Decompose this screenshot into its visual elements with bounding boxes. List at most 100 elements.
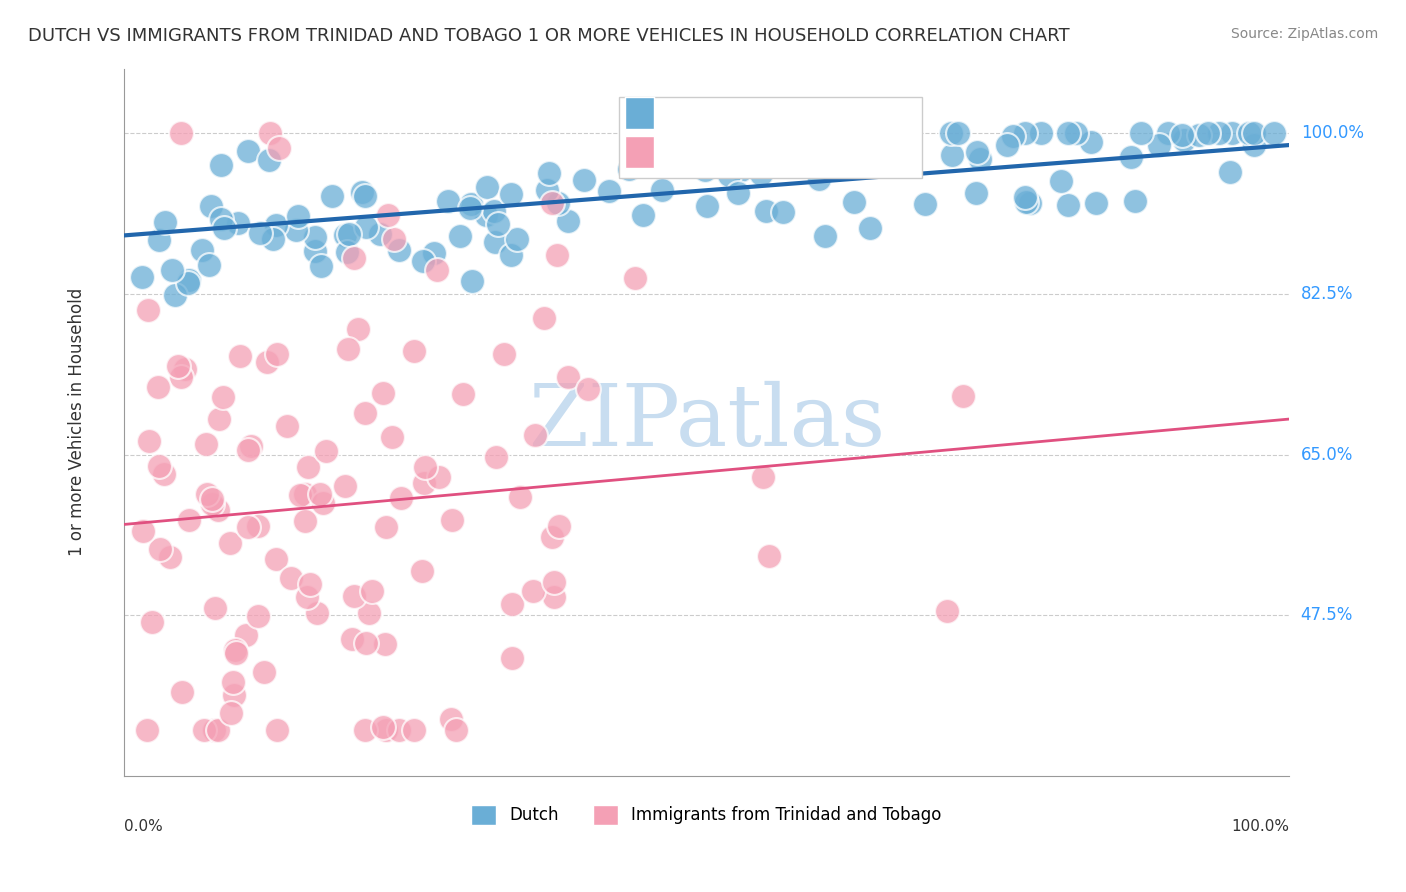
Text: 100.0%: 100.0% <box>1301 124 1364 142</box>
Point <box>460 196 482 211</box>
Point <box>312 496 335 510</box>
Point <box>262 232 284 246</box>
Point <box>1129 126 1152 140</box>
Text: Source: ZipAtlas.com: Source: ZipAtlas.com <box>1230 27 1378 41</box>
Point <box>346 321 368 335</box>
Point <box>1031 126 1053 140</box>
Point <box>321 188 343 202</box>
Point <box>172 685 194 699</box>
Point <box>751 167 773 181</box>
Point <box>1219 165 1241 179</box>
Point <box>1049 174 1071 188</box>
Point <box>153 215 176 229</box>
Point <box>1220 126 1243 140</box>
Point <box>755 204 778 219</box>
Point <box>858 221 880 235</box>
Point <box>1147 137 1170 152</box>
Point <box>194 437 217 451</box>
Point <box>426 263 449 277</box>
Point <box>165 288 187 302</box>
Point <box>219 536 242 550</box>
Point <box>533 310 555 325</box>
Point <box>724 126 747 140</box>
Point <box>235 628 257 642</box>
Point <box>211 390 233 404</box>
Point <box>249 226 271 240</box>
Point <box>1171 128 1194 142</box>
Point <box>965 186 987 200</box>
Point <box>131 270 153 285</box>
Point <box>1018 195 1040 210</box>
Point <box>1015 194 1038 209</box>
Point <box>952 389 974 403</box>
Point <box>285 222 308 236</box>
Point <box>311 260 333 274</box>
Point <box>246 609 269 624</box>
Point <box>969 152 991 166</box>
Point <box>177 273 200 287</box>
Point <box>288 488 311 502</box>
Point <box>711 148 734 162</box>
Text: 65.0%: 65.0% <box>1301 445 1353 464</box>
Point <box>557 369 579 384</box>
Point <box>475 180 498 194</box>
Point <box>413 459 436 474</box>
Point <box>174 362 197 376</box>
Point <box>353 189 375 203</box>
Point <box>449 229 471 244</box>
Point <box>170 370 193 384</box>
Point <box>193 723 215 738</box>
Point <box>239 439 262 453</box>
Point <box>201 497 224 511</box>
Point <box>536 183 558 197</box>
Point <box>1243 126 1265 140</box>
Point <box>132 524 155 538</box>
Text: 1 or more Vehicles in Household: 1 or more Vehicles in Household <box>69 288 86 557</box>
Point <box>486 217 509 231</box>
Point <box>458 201 481 215</box>
Point <box>939 126 962 140</box>
Point <box>1173 133 1195 147</box>
Point <box>501 650 523 665</box>
Point <box>617 162 640 177</box>
Point <box>236 144 259 158</box>
Point <box>225 647 247 661</box>
Point <box>336 244 359 259</box>
Point <box>485 450 508 465</box>
Point <box>214 221 236 235</box>
Point <box>651 183 673 197</box>
Point <box>696 199 718 213</box>
Point <box>1263 126 1285 140</box>
Point <box>844 194 866 209</box>
Point <box>859 135 882 149</box>
Point <box>543 590 565 604</box>
Point <box>751 469 773 483</box>
Point <box>509 490 531 504</box>
Point <box>264 218 287 232</box>
Point <box>224 642 246 657</box>
FancyBboxPatch shape <box>624 136 654 168</box>
Point <box>354 406 377 420</box>
Point <box>336 343 359 357</box>
Point <box>935 604 957 618</box>
Point <box>179 513 201 527</box>
Text: DUTCH VS IMMIGRANTS FROM TRINIDAD AND TOBAGO 1 OR MORE VEHICLES IN HOUSEHOLD COR: DUTCH VS IMMIGRANTS FROM TRINIDAD AND TO… <box>28 27 1070 45</box>
Point <box>374 637 396 651</box>
Point <box>429 469 451 483</box>
Point <box>461 274 484 288</box>
Point <box>598 184 620 198</box>
Point <box>294 514 316 528</box>
Point <box>280 571 302 585</box>
Point <box>807 171 830 186</box>
Point <box>623 126 645 140</box>
Point <box>264 551 287 566</box>
Point <box>537 166 560 180</box>
Point <box>304 244 326 258</box>
Point <box>160 262 183 277</box>
Point <box>201 492 224 507</box>
Point <box>631 208 654 222</box>
Point <box>221 674 243 689</box>
Point <box>815 134 838 148</box>
Point <box>412 475 434 490</box>
Point <box>451 386 474 401</box>
